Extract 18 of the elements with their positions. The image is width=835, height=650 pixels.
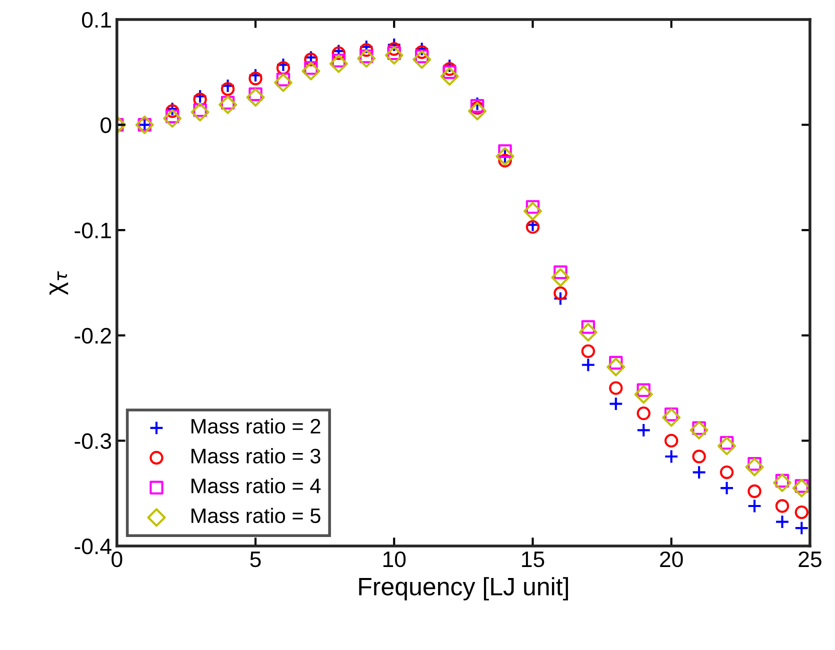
legend-label: Mass ratio = 2 xyxy=(192,418,320,434)
legend-label: Mass ratio = 3 xyxy=(192,448,320,464)
x-tick-label: 10 xyxy=(383,551,406,568)
x-tick-label: 15 xyxy=(522,552,544,568)
x-tick-label: 0 xyxy=(112,551,122,568)
y-tick-label: -0.2 xyxy=(74,328,111,344)
x-axis-title: Frequency [LJ unit] xyxy=(359,577,568,600)
y-tick-label: -0.3 xyxy=(74,433,112,449)
legend-label: Mass ratio = 5 xyxy=(192,508,320,524)
y-tick-label: 0 xyxy=(100,117,112,134)
legend-label: Mass ratio = 4 xyxy=(192,478,321,494)
y-axis-title: χ$_{τ}$ xyxy=(49,271,68,295)
y-tick-label: -0.4 xyxy=(74,538,112,554)
x-tick-label: 5 xyxy=(250,552,261,568)
x-tick-label: 25 xyxy=(798,551,822,568)
x-tick-label: 20 xyxy=(660,551,683,568)
y-tick-label: 0.1 xyxy=(82,12,111,28)
y-tick-label: -0.1 xyxy=(74,222,111,238)
